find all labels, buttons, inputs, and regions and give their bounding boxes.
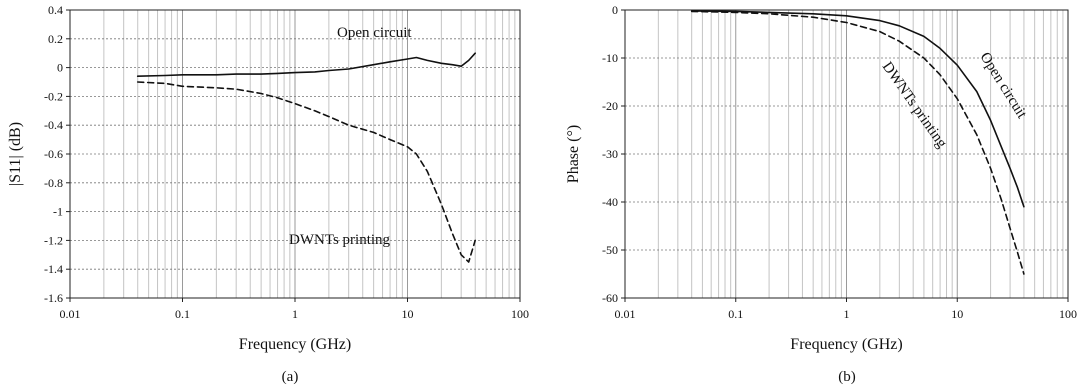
y-tick-label: -50 xyxy=(602,243,618,257)
x-tick-label: 0.01 xyxy=(60,307,81,321)
x-axis-label: Frequency (GHz) xyxy=(239,336,351,353)
y-tick-label: 0.2 xyxy=(48,32,63,46)
y-tick-label: -0.2 xyxy=(44,89,63,103)
x-tick-label: 100 xyxy=(1059,307,1077,321)
panel-a: 0.4 0.2 0 -0.2 -0.4 -0.6 -0.8 -1 -1.2 -1.4 -1.6 0.0… xyxy=(7,3,529,385)
y-tick-label: -0.6 xyxy=(44,147,63,161)
x-tick-label: 1 xyxy=(844,307,850,321)
y-tick-label: -1.4 xyxy=(44,262,63,276)
y-tick-label: -1 xyxy=(53,205,63,219)
y-tick-label: -1.2 xyxy=(44,233,63,247)
y-tick-label: 0 xyxy=(57,61,63,75)
series-line-dwnts-printing xyxy=(690,10,1025,275)
y-tick-label: -30 xyxy=(602,147,618,161)
panel-b: 0 -10 -20 -30 -40 -50 -60 0.01 0.1 1 10 100 Frequenc… xyxy=(565,3,1077,385)
y-tick-label: -40 xyxy=(602,195,618,209)
series-line-open-circuit xyxy=(690,10,1025,208)
y-tick-label: 0 xyxy=(612,3,618,17)
x-axis-label: Frequency (GHz) xyxy=(790,336,902,353)
y-tick-label: -60 xyxy=(602,291,618,305)
annotation-open-circuit: Open circuit xyxy=(977,50,1031,122)
x-tick-label: 0.1 xyxy=(728,307,743,321)
panel-caption: (b) xyxy=(838,369,856,385)
panel-caption: (a) xyxy=(282,369,299,385)
annotation-dwnts-printing: DWNTs printing xyxy=(289,232,391,248)
series-line-open-circuit xyxy=(136,52,477,77)
x-tick-label: 10 xyxy=(402,307,414,321)
x-tick-label: 1 xyxy=(292,307,298,321)
x-tick-label: 100 xyxy=(511,307,529,321)
annotation-open-circuit: Open circuit xyxy=(337,25,412,41)
y-tick-label: -0.8 xyxy=(44,176,63,190)
y-tick-label: -10 xyxy=(602,51,618,65)
x-tick-label: 0.01 xyxy=(615,307,636,321)
y-tick-label: 0.4 xyxy=(48,3,63,17)
y-axis-label: |S11| (dB) xyxy=(7,122,24,186)
y-tick-label: -0.4 xyxy=(44,118,63,132)
y-axis-label: Phase (°) xyxy=(565,125,582,183)
series-line-dwnts-printing xyxy=(136,81,477,263)
y-tick-label: -1.6 xyxy=(44,291,63,305)
x-tick-label: 10 xyxy=(951,307,963,321)
x-tick-label: 0.1 xyxy=(175,307,190,321)
y-tick-label: -20 xyxy=(602,99,618,113)
